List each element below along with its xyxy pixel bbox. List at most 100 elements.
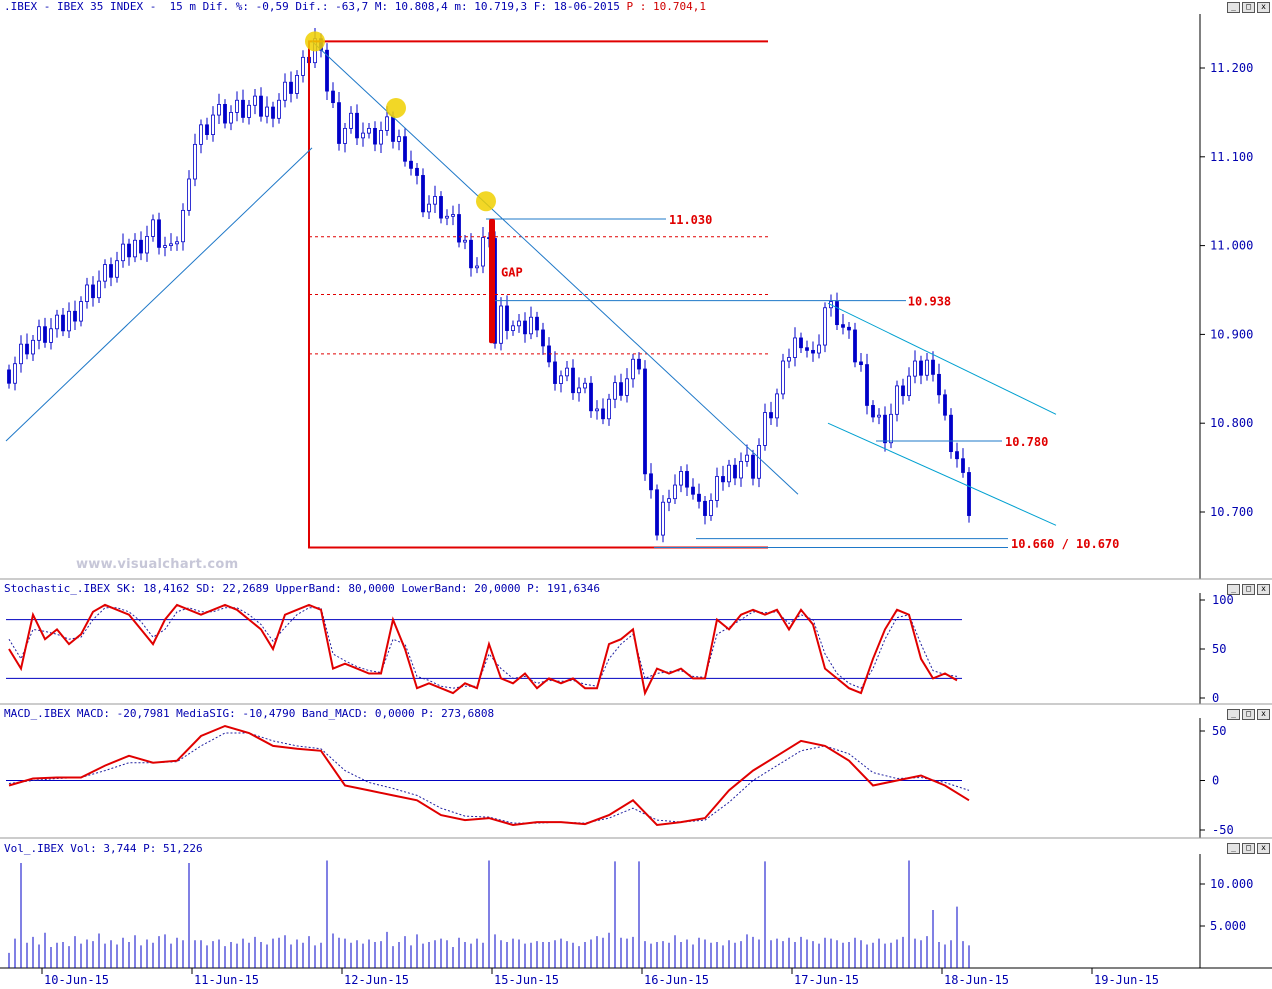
date-axis-label: 10-Jun-15 [44, 973, 109, 987]
price-candle [301, 56, 305, 76]
price-candle [817, 344, 821, 354]
price-candle [721, 476, 725, 483]
price-candle [295, 75, 299, 94]
price-candle [289, 81, 293, 94]
price-candle [235, 99, 239, 113]
price-candle [871, 405, 875, 418]
price-candle [349, 112, 353, 129]
price-candle [739, 460, 743, 479]
price-candle [361, 132, 365, 139]
price-candle [535, 316, 539, 331]
panel-divider [0, 704, 1272, 718]
price-candle [781, 360, 785, 395]
price-candle [457, 214, 461, 243]
price-candle [571, 367, 575, 394]
price-candle [541, 329, 545, 347]
price-candle [643, 368, 647, 475]
close-button[interactable]: x [1257, 843, 1270, 854]
price-candle [277, 99, 281, 119]
price-candle [517, 320, 521, 327]
watermark: www.visualchart.com [76, 557, 239, 572]
price-candle [61, 314, 65, 332]
close-button[interactable]: x [1257, 2, 1270, 13]
maximize-button[interactable]: □ [1242, 2, 1255, 13]
price-candle [181, 209, 185, 243]
price-candle [745, 454, 749, 462]
price-axis-label: 10.900 [1210, 327, 1253, 341]
date-axis-label: 17-Jun-15 [794, 973, 859, 987]
channel-lower-line [827, 422, 1057, 526]
price-candle [7, 369, 11, 384]
price-panel: GAP 11.030 10.938 10.780 10.660 / 10.670 [5, 28, 1119, 551]
price-candle [619, 382, 623, 396]
maximize-button[interactable]: □ [1242, 584, 1255, 595]
pivot-highlight [476, 191, 496, 212]
minimize-button[interactable]: _ [1227, 709, 1240, 720]
close-button[interactable]: x [1257, 584, 1270, 595]
price-axis-label: 10.700 [1210, 505, 1253, 519]
price-axis-label: 11.200 [1210, 61, 1253, 75]
level-10938-label: 10.938 [908, 295, 951, 309]
price-candle [325, 49, 329, 92]
price-candle [415, 167, 419, 176]
price-candle [559, 375, 563, 384]
price-candle [157, 219, 161, 248]
gap-label: GAP [501, 266, 523, 280]
price-candle [433, 196, 437, 205]
panel-divider [0, 838, 1272, 854]
price-candle [469, 239, 473, 269]
price-header-last: P : 10.704,1 [626, 0, 707, 13]
date-axis-label: 16-Jun-15 [644, 973, 709, 987]
pivot-highlight [305, 31, 325, 52]
date-axis-label: 15-Jun-15 [494, 973, 559, 987]
price-candle [451, 214, 455, 217]
price-candle [103, 264, 107, 282]
price-candle [637, 358, 641, 370]
price-candle [703, 500, 707, 516]
price-candle [25, 343, 29, 355]
price-candle [595, 408, 599, 412]
panel-frames [0, 14, 1272, 969]
price-candle [85, 284, 89, 302]
price-candle [523, 320, 527, 335]
volume-axis-label: 10.000 [1210, 877, 1253, 891]
volume-window-buttons: _ □ x [1227, 843, 1270, 854]
price-candle [373, 127, 377, 145]
minimize-button[interactable]: _ [1227, 584, 1240, 595]
price-candle [787, 357, 791, 362]
price-candle [889, 413, 893, 444]
price-candle [931, 359, 935, 375]
price-candle [133, 239, 137, 258]
minimize-button[interactable]: _ [1227, 2, 1240, 13]
price-candle [583, 382, 587, 389]
price-candle [223, 104, 227, 124]
macd-window-buttons: _ □ x [1227, 709, 1270, 720]
level-10780-label: 10.780 [1005, 435, 1048, 449]
close-button[interactable]: x [1257, 709, 1270, 720]
price-candle [211, 114, 215, 136]
price-candle [733, 464, 737, 479]
price-candle [97, 280, 101, 299]
price-candle [397, 136, 401, 142]
price-candle [901, 385, 905, 397]
price-candle [847, 326, 851, 331]
price-candle [421, 175, 425, 213]
price-candle [679, 471, 683, 486]
maximize-button[interactable]: □ [1242, 843, 1255, 854]
stochastic-sd-line [8, 607, 958, 689]
macd-panel [6, 724, 970, 827]
price-candle [13, 363, 17, 384]
price-candle [427, 203, 431, 213]
price-candle [403, 136, 407, 162]
price-candle [601, 408, 605, 420]
price-candle [409, 160, 413, 169]
price-candle [193, 143, 197, 180]
price-candle [355, 112, 359, 139]
price-candle [955, 451, 959, 460]
price-candle [715, 476, 719, 501]
minimize-button[interactable]: _ [1227, 843, 1240, 854]
price-candle [907, 375, 911, 397]
maximize-button[interactable]: □ [1242, 709, 1255, 720]
price-candle [385, 116, 389, 131]
price-candle [709, 500, 713, 516]
